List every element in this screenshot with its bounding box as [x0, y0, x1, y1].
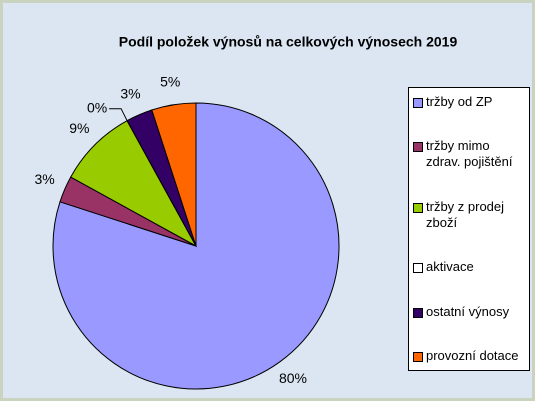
leader-line	[109, 108, 128, 121]
legend: tržby od ZP tržby mimo zdrav. pojištění tr…	[408, 87, 530, 371]
data-label: 5%	[160, 74, 180, 90]
legend-label: tržby mimo zdrav. pojištění	[426, 138, 513, 170]
legend-swatch	[413, 98, 423, 108]
legend-swatch	[413, 351, 423, 362]
pie-slice	[70, 120, 198, 248]
legend-item: ostatní výnosy	[413, 304, 525, 320]
data-label: 80%	[279, 370, 307, 386]
legend-label: tržby od ZP	[426, 94, 493, 109]
legend-item: tržby od ZP	[413, 94, 525, 110]
data-label: 3%	[34, 171, 54, 187]
legend-label: aktivace	[426, 259, 474, 275]
data-label: 3%	[120, 85, 140, 101]
pie-plot: Podíl položek výnosů na celkových výnose…	[34, 34, 458, 390]
legend-item: provozní dotace	[413, 348, 525, 364]
legend-label: ostatní výnosy	[426, 303, 510, 319]
legend-swatch	[413, 142, 423, 153]
legend-label: provozní dotace	[426, 347, 519, 363]
legend-item: tržby mimo zdrav. pojištění	[413, 138, 525, 170]
chart-title: Podíl položek výnosů na celkových výnose…	[119, 34, 458, 50]
data-label: 0%	[87, 99, 107, 115]
pie-slice	[151, 102, 197, 247]
data-label: 9%	[69, 120, 89, 136]
legend-label: tržby z prodej zboží	[426, 198, 505, 230]
legend-swatch	[413, 263, 423, 274]
legend-item: aktivace	[413, 259, 525, 275]
legend-item: tržby z prodej zboží	[413, 199, 525, 231]
legend-swatch	[413, 202, 423, 213]
legend-swatch	[413, 307, 423, 318]
